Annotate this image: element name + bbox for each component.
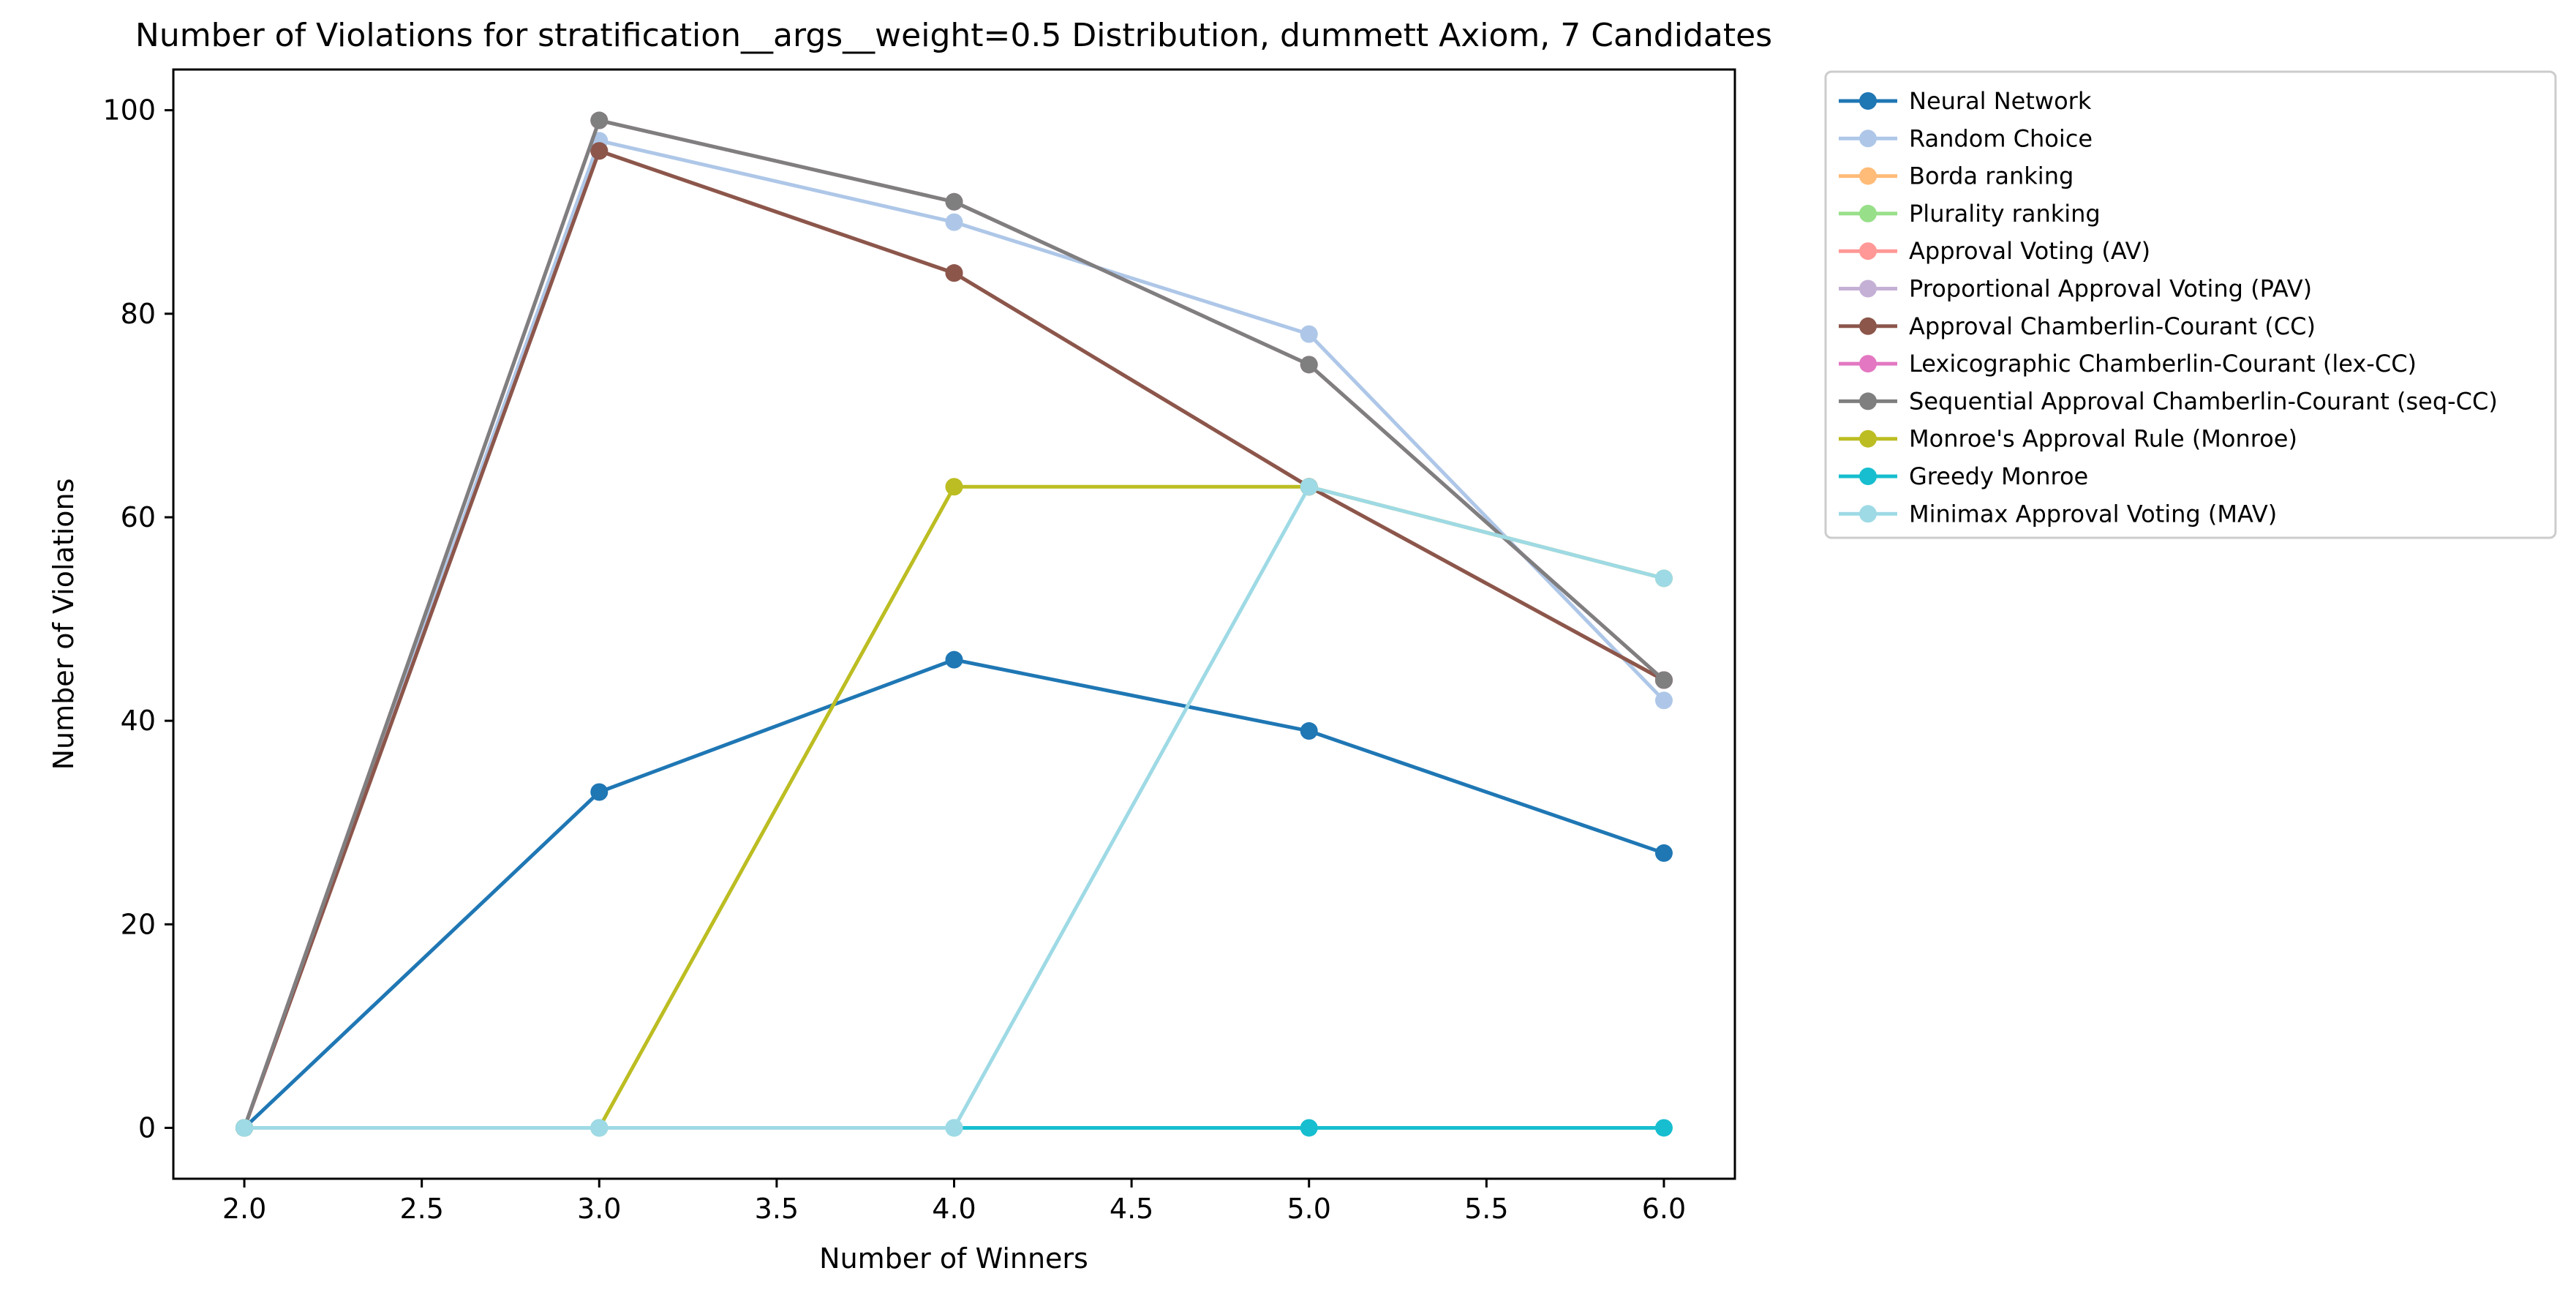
legend-swatch-marker	[1859, 468, 1877, 485]
x-axis: 2.0 2.5 3.0 3.5 4.0 4.5 5.0 5.5 6.0	[222, 1179, 1686, 1225]
data-point	[1300, 356, 1318, 374]
legend-swatch-marker	[1859, 355, 1877, 373]
y-axis: 0 20 40 60 80 100	[102, 94, 173, 1144]
data-point	[590, 783, 609, 801]
x-tick-label: 4.0	[932, 1193, 976, 1225]
x-tick-label: 3.0	[577, 1193, 621, 1225]
x-axis-label: Number of Winners	[819, 1242, 1088, 1275]
data-point	[1654, 844, 1673, 862]
legend-item-plurality-ranking: Plurality ranking	[1839, 200, 2101, 228]
y-tick-label: 40	[121, 705, 156, 737]
data-point	[945, 192, 963, 211]
legend-swatch-marker	[1859, 167, 1877, 185]
legend-swatch-marker	[1859, 280, 1877, 298]
legend-label: Lexicographic Chamberlin-Courant (lex-CC…	[1909, 350, 2417, 378]
data-point	[1300, 722, 1318, 740]
y-tick-label: 60	[121, 501, 156, 533]
legend-swatch-marker	[1859, 204, 1877, 222]
legend-label: Plurality ranking	[1909, 200, 2101, 228]
data-point	[590, 111, 609, 130]
chart-title: Number of Violations for stratification_…	[135, 17, 1772, 54]
data-point	[945, 650, 963, 669]
data-point	[1654, 1119, 1673, 1137]
x-tick-label: 2.5	[399, 1193, 443, 1225]
legend-item-proportional-approval-voting-pav: Proportional Approval Voting (PAV)	[1839, 275, 2312, 303]
legend-frame	[1824, 70, 2557, 539]
y-tick-label: 20	[121, 908, 156, 940]
x-tick-label: 3.5	[755, 1193, 799, 1225]
data-point	[1654, 569, 1673, 588]
legend-label: Neural Network	[1909, 87, 2092, 115]
data-point	[1654, 691, 1673, 710]
data-point	[590, 142, 609, 160]
x-tick-label: 5.0	[1287, 1193, 1331, 1225]
legend-item-approval-chamberlin-courant-cc: Approval Chamberlin-Courant (CC)	[1839, 312, 2316, 340]
legend-items: Neural Network Random Choice Borda ranking…	[1839, 87, 2498, 528]
series-neural-network	[236, 650, 1673, 1137]
legend-swatch-marker	[1859, 317, 1877, 335]
x-tick-label: 5.5	[1464, 1193, 1508, 1225]
legend-swatch-marker	[1859, 429, 1877, 448]
data-point	[1654, 671, 1673, 689]
x-tick-label: 6.0	[1642, 1193, 1686, 1225]
y-tick-label: 80	[121, 298, 156, 330]
data-point	[1300, 1119, 1318, 1137]
legend-item-neural-network: Neural Network	[1839, 87, 2092, 115]
y-tick-label: 0	[138, 1111, 156, 1144]
data-point	[945, 264, 963, 282]
y-axis-label: Number of Violations	[48, 479, 80, 770]
legend-label: Minimax Approval Voting (MAV)	[1909, 500, 2277, 528]
legend-item-minimax-approval-voting-mav: Minimax Approval Voting (MAV)	[1839, 500, 2277, 528]
legend-item-borda-ranking: Borda ranking	[1839, 162, 2074, 190]
legend-swatch-marker	[1859, 92, 1877, 110]
x-tick-label: 4.5	[1110, 1193, 1153, 1225]
legend-label: Approval Chamberlin-Courant (CC)	[1909, 312, 2316, 340]
data-point	[945, 478, 963, 496]
plot-area: 2.0 2.5 3.0 3.5 4.0 4.5 5.0 5.5 6.0 0 20 40 60 80 100	[102, 68, 1736, 1225]
legend-item-approval-voting-av: Approval Voting (AV)	[1839, 237, 2150, 265]
data-point	[1300, 478, 1318, 496]
legend-label: Borda ranking	[1909, 162, 2074, 190]
legend-item-monroe-s-approval-rule-monroe: Monroe's Approval Rule (Monroe)	[1839, 425, 2297, 453]
legend-item-sequential-approval-chamberlin-courant-seq-cc: Sequential Approval Chamberlin-Courant (…	[1839, 387, 2498, 415]
legend-label: Approval Voting (AV)	[1909, 237, 2150, 265]
series-minimax-approval-voting-mav	[236, 478, 1673, 1137]
data-point	[236, 1119, 254, 1137]
y-tick-label: 100	[102, 94, 156, 127]
legend-swatch-marker	[1859, 392, 1877, 410]
legend-swatch-marker	[1859, 130, 1877, 148]
legend-item-greedy-monroe: Greedy Monroe	[1839, 462, 2088, 490]
legend-label: Sequential Approval Chamberlin-Courant (…	[1909, 387, 2498, 415]
legend-label: Monroe's Approval Rule (Monroe)	[1909, 425, 2297, 453]
x-tick-label: 2.0	[222, 1193, 266, 1225]
legend-swatch-marker	[1859, 242, 1877, 260]
legend-swatch-marker	[1859, 505, 1877, 523]
legend: Neural Network Random Choice Borda ranking…	[1824, 70, 2557, 539]
legend-item-lexicographic-chamberlin-courant-lex-cc: Lexicographic Chamberlin-Courant (lex-CC…	[1839, 350, 2417, 378]
data-point	[945, 1119, 963, 1137]
legend-item-random-choice: Random Choice	[1839, 124, 2093, 152]
legend-label: Greedy Monroe	[1909, 462, 2088, 490]
series-layer	[236, 111, 1673, 1137]
legend-label: Random Choice	[1909, 124, 2093, 152]
data-point	[590, 1119, 609, 1137]
data-point	[945, 213, 963, 231]
legend-label: Proportional Approval Voting (PAV)	[1909, 275, 2312, 303]
data-point	[1300, 325, 1318, 343]
